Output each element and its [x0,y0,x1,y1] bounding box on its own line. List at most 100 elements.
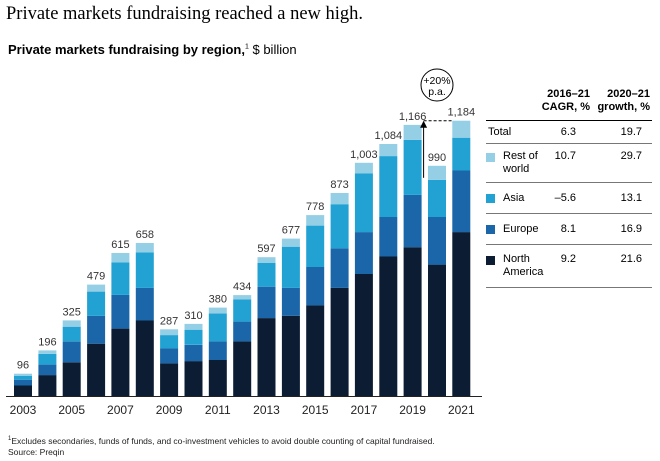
bar-segment-asia [452,137,471,171]
bar-segment-europe [38,364,57,376]
bar-segment-europe [306,267,325,306]
row-label-line2: world [503,163,530,175]
bar-total-label: 677 [282,225,300,237]
bar-segment-rest-of-world [38,350,57,354]
bar-segment-rest-of-world [257,257,276,263]
x-tick-label: 2005 [58,403,85,417]
bar-segment-europe [160,348,179,364]
bar-segment-asia [281,246,300,288]
bar-segment-europe [62,341,81,363]
bar-segment-rest-of-world [281,238,300,247]
x-tick-label: 2021 [448,403,475,417]
row-label: Europe [503,223,539,235]
cagr-value: 8.1 [560,223,576,235]
bar-total-label: 96 [17,360,29,372]
bar-segment-north-america [257,318,276,396]
bar-segment-rest-of-world [354,162,373,174]
bar-segment-rest-of-world [14,373,32,376]
x-tick-label: 2019 [399,403,426,417]
bar-segment-asia [330,204,349,249]
bar-total-label: 196 [38,336,56,348]
row-label: Asia [503,192,525,204]
unit-label: $ billion [248,42,297,57]
asia-swatch [486,194,495,203]
x-tick-label: 2013 [253,403,280,417]
table-row-rest-of-world: Rest of world 10.7 29.7 [486,144,652,183]
bar-segment-north-america [111,328,130,396]
bar-segment-north-america [452,232,471,396]
bar-total-label: 615 [111,239,129,251]
bar-total-label: 990 [428,152,446,164]
bar-total-label: 1,003 [350,149,378,161]
bar-segment-rest-of-world [135,243,154,253]
table-row-total: Total 6.3 19.7 [486,121,652,144]
bar-total-label: 778 [306,201,324,213]
bar-total-label: 434 [233,281,251,293]
bar-segment-europe [257,286,276,319]
growth-value: 19.7 [620,126,642,138]
header-growth-line2: growth, % [597,101,650,113]
cagr-value: 9.2 [560,253,576,265]
table-row-europe: Europe 8.1 16.9 [486,214,652,245]
bar-segment-europe [330,248,349,288]
header-cagr-line1: 2016–21 [547,88,590,100]
bar-segment-north-america [160,363,179,396]
bar-segment-rest-of-world [306,215,325,226]
bar-segment-rest-of-world [160,329,179,336]
x-tick-label: 2003 [10,403,37,417]
bar-segment-north-america [184,361,203,396]
footnote-sup: 1 [8,436,12,442]
footnote-text: Excludes secondaries, funds of funds, an… [11,435,435,446]
bar-segment-asia [257,263,276,287]
chart-subtitle: Private markets fundraising by region,1 … [8,42,297,57]
bar-segment-asia [111,262,130,295]
table-header: 2016–21 CAGR, % 2020–21 growth, % [486,88,652,121]
bar-segment-asia [38,353,57,365]
row-label-line1: North [503,253,530,265]
x-tick-label: 2015 [302,403,329,417]
bar-segment-europe [452,170,471,233]
growth-value: 13.1 [620,192,642,204]
growth-arrow-head [420,120,428,128]
bar-segment-rest-of-world [452,120,471,138]
bar-total-label: 597 [257,243,275,255]
x-tick-label: 2017 [351,403,378,417]
table-row-asia: Asia –5.6 13.1 [486,183,652,214]
north-america-swatch [486,256,495,265]
row-label: Rest of world [503,150,538,176]
bar-segment-europe [208,341,227,360]
row-label-line2: America [503,266,544,278]
bar-segment-north-america [233,341,252,396]
source-text: Source: Preqin [8,446,65,457]
bar-segment-asia [160,335,179,349]
bar-segment-north-america [208,360,227,396]
bar-segment-asia [87,291,106,316]
bar-total-label: 380 [209,294,227,306]
bar-total-label: 658 [136,229,154,241]
bar-segment-rest-of-world [233,295,252,300]
bar-total-label: 873 [330,179,348,191]
bar-segment-asia [306,225,325,267]
bar-segment-europe [233,321,252,342]
headline: Private markets fundraising reached a ne… [6,4,364,24]
bar-segment-europe [281,287,300,316]
bar-total-label: 1,084 [375,130,403,142]
bar-segment-asia [62,326,81,342]
bar-segment-europe [87,315,106,344]
cagr-value: –5.6 [554,192,576,204]
row-label-line1: Rest of [503,150,538,162]
bar-segment-asia [354,173,373,233]
bar-segment-rest-of-world [87,284,106,292]
bar-segment-north-america [379,256,398,396]
bar-segment-north-america [135,320,154,396]
bar-segment-north-america [38,375,57,396]
bar-segment-europe [403,194,422,248]
bar-segment-europe [135,287,154,321]
bar-segment-europe [184,344,203,362]
bar-segment-rest-of-world [208,307,227,314]
header-cagr-line2: CAGR, % [541,101,590,113]
x-tick-label: 2009 [156,403,183,417]
growth-value: 21.6 [620,253,642,265]
cagr-value: 10.7 [554,150,576,162]
